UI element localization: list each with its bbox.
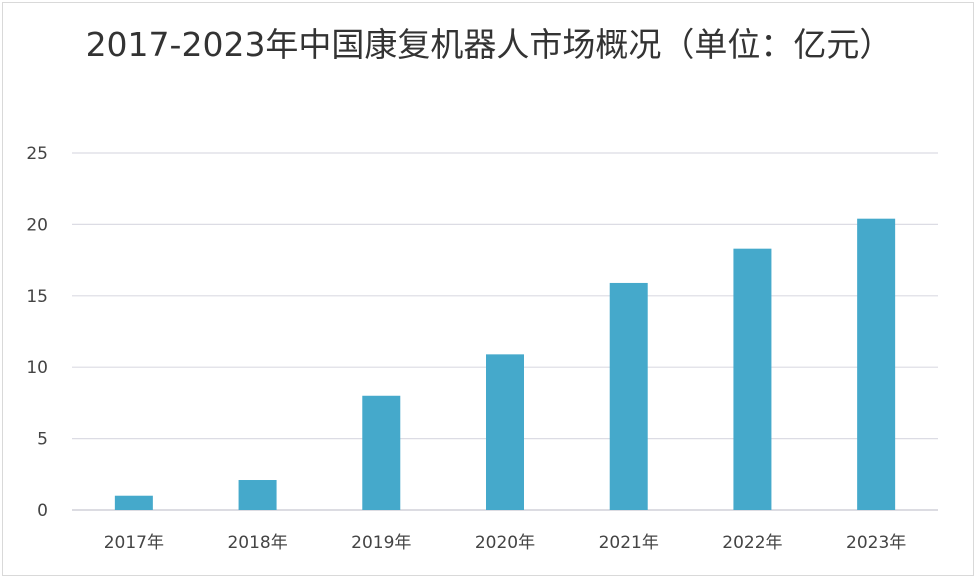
y-tick-label: 5 [37,430,48,450]
y-tick-label: 15 [26,287,48,307]
x-tick-label: 2017年 [104,533,164,553]
bar-2023年 [857,218,896,511]
x-tick-label: 2018年 [227,533,287,553]
x-tick-label: 2020年 [475,533,535,553]
x-tick-label: 2022年 [722,533,782,553]
chart-title: 2017-2023年中国康复机器人市场概况（单位：亿元） [85,25,893,64]
bar-2021年 [609,282,648,510]
y-tick-label: 20 [26,215,48,235]
x-tick-label: 2023年 [846,533,906,553]
y-tick-label: 10 [26,358,48,378]
y-tick-label: 0 [37,501,48,521]
y-tick-label: 25 [26,144,48,164]
x-tick-label: 2019年 [351,533,411,553]
bar-2018年 [238,480,277,510]
bar-2020年 [486,354,524,510]
bar-2022年 [733,248,772,510]
bar-2019年 [362,395,401,510]
x-tick-label: 2021年 [599,533,659,553]
bar-2017年 [114,495,153,510]
